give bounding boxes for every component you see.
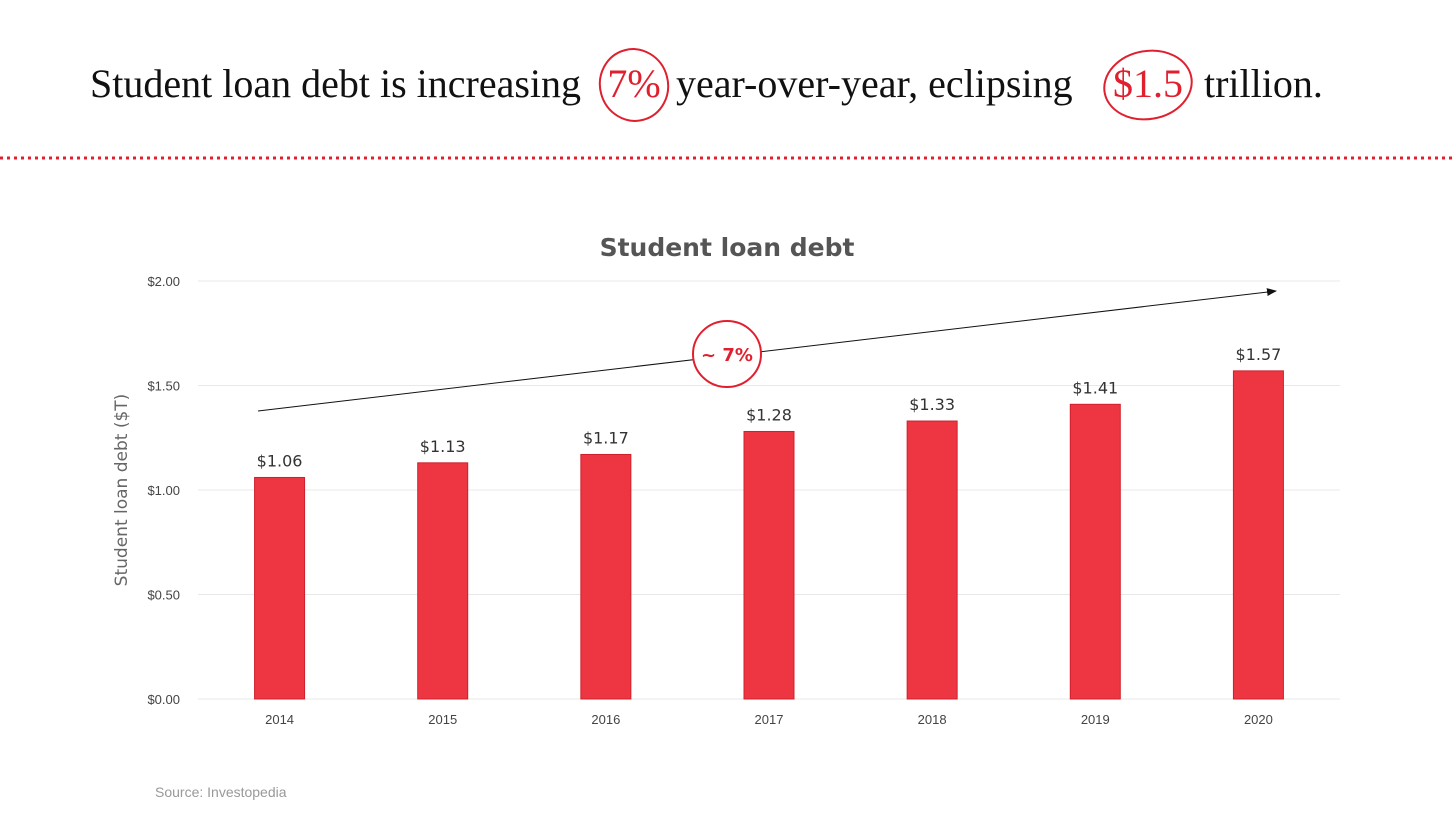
highlight-circle [1103, 49, 1193, 121]
bar [580, 453, 632, 700]
value-label: $1.17 [583, 428, 629, 447]
value-label: $1.41 [1072, 378, 1118, 397]
x-tick-label: 2015 [428, 712, 457, 727]
chart-title: Student loan debt [600, 233, 855, 262]
bar [1069, 403, 1121, 700]
headline-text: trillion. [1204, 61, 1323, 106]
annotation-circle [692, 320, 762, 388]
source: Source: Investopedia [155, 784, 287, 800]
x-tick-label: 2018 [918, 712, 947, 727]
x-tick-label: 2016 [591, 712, 620, 727]
highlight-circle [598, 48, 670, 122]
x-tick-label: 2017 [755, 712, 784, 727]
y-tick-label: $1.50 [147, 379, 180, 394]
value-label: $1.33 [909, 395, 955, 414]
bar [254, 476, 306, 700]
value-label: $1.06 [257, 451, 303, 470]
trend-arrow [257, 288, 1277, 412]
y-tick-label: $0.50 [147, 588, 180, 603]
bar [417, 462, 469, 700]
x-tick-label: 2014 [265, 712, 294, 727]
y-tick-label: $0.00 [147, 692, 180, 707]
headline-highlight: $1.5 [1113, 61, 1183, 106]
bar [906, 420, 958, 700]
x-tick-label: 2019 [1081, 712, 1110, 727]
value-label: $1.28 [746, 405, 792, 424]
y-tick-label: $1.00 [147, 483, 180, 498]
headline-text: year-over-year, eclipsing [676, 61, 1073, 106]
annotation: ~ 7% [701, 345, 753, 366]
headline-highlight: 7% [607, 61, 660, 106]
value-label: $1.13 [420, 437, 466, 456]
y-tick-label: $2.00 [147, 274, 180, 289]
x-tick-label: 2020 [1244, 712, 1273, 727]
bar [1232, 370, 1284, 700]
y-axis-label: Student loan debt ($T) [112, 394, 132, 587]
bar [743, 430, 795, 700]
value-label: $1.57 [1236, 345, 1282, 364]
headline-text: Student loan debt is increasing [90, 61, 581, 106]
